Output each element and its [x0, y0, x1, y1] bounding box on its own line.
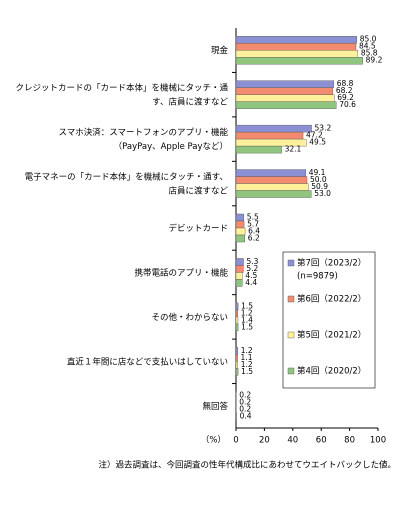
x-tick-label: 40 [287, 436, 298, 446]
value-label: 32.1 [285, 145, 302, 154]
legend-swatch [287, 331, 295, 339]
y-tick-label: スマホ決済：スマートフォンのアプリ・機能（PayPay、Apple Payなど） [59, 127, 229, 152]
value-label: 1.2 [241, 360, 253, 369]
value-label: 85.8 [361, 49, 378, 58]
bar [235, 57, 363, 65]
value-label: 84.5 [359, 42, 376, 51]
value-label: 5.3 [247, 257, 259, 266]
bar [235, 50, 359, 58]
value-label: 5.7 [247, 220, 259, 229]
bar [235, 354, 238, 362]
bar [235, 131, 304, 140]
value-label: 5.5 [247, 213, 259, 222]
bar [235, 190, 312, 198]
bar [235, 176, 308, 184]
bar [235, 302, 239, 311]
legend-label: 第7回（2023/2） [297, 258, 366, 269]
value-label: 0.2 [239, 404, 251, 413]
x-unit: （%） [201, 435, 226, 446]
bar [235, 87, 334, 95]
value-label: 1.2 [241, 346, 253, 355]
footnote: 注）過去調査は、今回調査の性年代構成比にあわせてウエイトバックした値。 [98, 460, 396, 471]
value-label: 50.0 [310, 175, 327, 184]
value-label: 0.2 [239, 390, 251, 399]
legend-swatch [287, 367, 295, 375]
value-label: 68.2 [336, 86, 353, 95]
value-label: 69.2 [337, 93, 354, 102]
bar [235, 258, 244, 266]
legend-note: (n=9879) [297, 272, 338, 282]
value-label: 1.5 [241, 301, 253, 310]
bar [235, 316, 239, 325]
bar [235, 124, 312, 133]
bar [235, 279, 243, 287]
value-label: 50.9 [311, 182, 328, 191]
bar [235, 183, 309, 191]
value-label: 49.1 [309, 168, 326, 177]
y-tick-label: デビットカード [168, 223, 228, 234]
y-tick-label: 無回答 [202, 400, 228, 411]
bar [235, 272, 243, 280]
value-label: 1.4 [241, 315, 253, 324]
bar [235, 412, 237, 420]
bar [235, 101, 337, 109]
legend-swatch [287, 295, 295, 303]
value-label: 70.6 [339, 100, 356, 109]
value-label: 6.2 [248, 234, 260, 243]
legend-label: 第6回（2022/2） [297, 294, 366, 305]
y-tick-label: その他・わからない [151, 311, 228, 322]
bar [235, 169, 306, 177]
value-label: 1.5 [241, 322, 253, 331]
bar [235, 80, 334, 88]
value-label: 47.2 [306, 131, 323, 140]
y-tick-label: 現金 [211, 45, 229, 56]
x-tick-label: 20 [259, 436, 270, 446]
value-label: 6.4 [248, 227, 260, 236]
bar [235, 43, 357, 51]
bar [235, 323, 239, 332]
x-tick-label: 80 [344, 436, 355, 446]
value-label: 68.8 [337, 79, 354, 88]
bar [235, 347, 238, 355]
legend-label: 第4回（2020/2） [297, 366, 366, 377]
value-label: 1.5 [241, 367, 253, 376]
bar [235, 36, 357, 44]
value-label: 4.5 [245, 271, 257, 280]
x-tick-label: 100 [370, 436, 386, 446]
value-label: 49.5 [309, 138, 326, 147]
y-tick-label: 携帯電話のアプリ・機能 [134, 267, 228, 278]
value-label: 0.4 [240, 411, 252, 420]
legend-swatch [287, 259, 295, 267]
bar [235, 309, 238, 318]
y-tick-label: 電子マネーの「カード本体」を機械にタッチ・通す、店員に渡すなど [25, 171, 229, 196]
x-tick-label: 0 [233, 436, 238, 446]
bar [235, 94, 335, 102]
value-label: 53.0 [314, 189, 331, 198]
legend-box [282, 251, 376, 389]
bar [235, 361, 238, 369]
bar [235, 368, 239, 376]
value-label: 85.0 [360, 35, 377, 44]
value-label: 89.2 [366, 56, 383, 65]
legend-label: 第5回（2021/2） [297, 330, 366, 341]
value-label: 0.2 [239, 397, 251, 406]
bar [235, 145, 282, 154]
value-label: 5.2 [246, 264, 258, 273]
bar [235, 213, 245, 222]
bar [235, 220, 245, 229]
bar [235, 234, 246, 243]
value-label: 4.4 [245, 278, 257, 287]
value-label: 1.1 [241, 353, 253, 362]
bar [235, 227, 246, 236]
y-tick-label: 直近１年間に店などで支払いはしていない [67, 356, 228, 367]
value-label: 1.2 [241, 308, 253, 317]
y-tick-label: クレジットカードの「カード本体」を機械にタッチ・通す、店員に渡すなど [15, 82, 228, 107]
x-tick-label: 60 [316, 436, 327, 446]
bar [235, 265, 244, 273]
value-label: 53.2 [315, 124, 332, 133]
